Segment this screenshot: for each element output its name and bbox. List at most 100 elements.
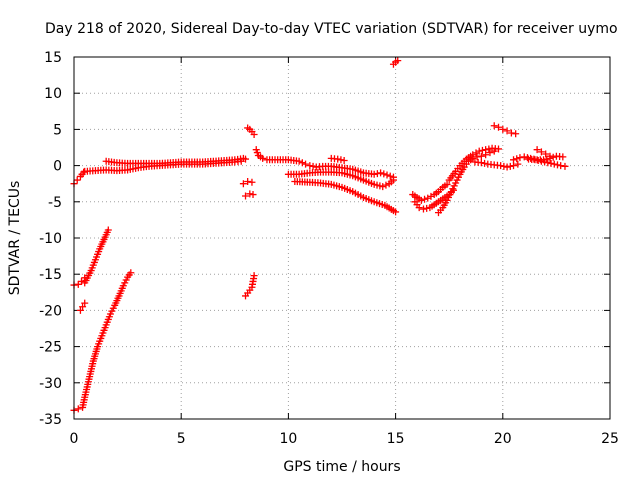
data-point <box>419 205 427 213</box>
data-point <box>531 156 539 164</box>
y-tick-label: 0 <box>53 159 62 175</box>
data-point <box>544 159 552 167</box>
data-point <box>340 157 348 165</box>
y-tick-label: -15 <box>39 267 62 283</box>
data-series-sat-q <box>409 180 451 204</box>
chart-title: Day 218 of 2020, Sidereal Day-to-day VTE… <box>45 21 618 37</box>
data-point <box>557 162 565 170</box>
data-series-sat-l <box>252 146 397 181</box>
data-point <box>415 204 423 212</box>
data-point <box>421 195 429 203</box>
data-point <box>309 162 317 170</box>
x-tick-label: 20 <box>494 431 512 447</box>
data-series-sat-n <box>291 178 400 216</box>
data-point <box>104 226 112 234</box>
data-point <box>497 162 505 170</box>
data-point <box>394 57 402 65</box>
data-series-sat-h <box>244 124 258 138</box>
data-point <box>248 178 256 186</box>
data-series-sat-b <box>76 299 89 314</box>
x-tick-label: 0 <box>70 431 79 447</box>
data-point <box>382 181 390 189</box>
y-tick-label: -5 <box>48 195 62 211</box>
data-point <box>513 155 521 163</box>
data-point <box>298 159 306 167</box>
data-point <box>477 152 485 160</box>
data-point <box>482 146 490 154</box>
data-point <box>495 123 503 131</box>
data-point <box>537 157 545 165</box>
data-point <box>475 147 483 155</box>
data-series-sat-v <box>490 122 520 138</box>
data-series-sat-c <box>81 226 112 287</box>
data-point <box>542 150 550 158</box>
data-series-sat-m <box>284 168 397 191</box>
data-series-sat-o <box>327 154 348 165</box>
data-point <box>478 146 486 154</box>
data-series-sat-i <box>239 178 256 188</box>
data-point <box>392 208 400 216</box>
y-tick-label: 5 <box>53 122 62 138</box>
data-point <box>334 155 342 163</box>
data-series-sat-u <box>471 158 522 171</box>
data-series-sat-w <box>510 152 567 164</box>
data-point <box>561 162 569 170</box>
data-point <box>386 172 394 180</box>
data-point <box>541 158 549 166</box>
data-point <box>546 152 554 160</box>
data-point <box>514 160 522 168</box>
data-point <box>242 192 250 200</box>
data-point <box>495 145 503 153</box>
y-tick-label: 10 <box>44 86 62 102</box>
data-point <box>239 180 247 188</box>
data-layer <box>70 57 569 414</box>
data-point <box>74 405 82 413</box>
data-point <box>485 145 493 153</box>
data-point <box>76 306 84 314</box>
data-point <box>73 176 81 184</box>
data-point <box>383 171 391 179</box>
data-point <box>302 160 310 168</box>
data-point <box>80 168 88 176</box>
data-point <box>512 130 520 138</box>
y-axis-label: SDTVAR / TECUs <box>7 181 23 296</box>
data-point <box>477 159 485 167</box>
data-point <box>127 269 135 277</box>
tick-layer: 0 5 10 15 20 25 -35 -30 -25 -20 -15 -10 -5 0 5 10 15 <box>39 50 619 447</box>
plot-frame <box>73 56 611 420</box>
data-point <box>370 170 378 178</box>
data-point <box>379 183 387 191</box>
data-series-sat-g <box>102 154 247 167</box>
data-point <box>547 159 555 167</box>
data-point <box>520 153 528 161</box>
data-point <box>486 149 494 157</box>
x-axis-label: GPS time / hours <box>283 459 400 475</box>
data-point <box>510 156 518 164</box>
data-point <box>507 129 515 137</box>
data-point <box>523 154 531 162</box>
data-point <box>503 127 511 135</box>
data-series-sat-y <box>533 146 554 160</box>
grid-layer <box>74 57 610 419</box>
x-tick-label: 25 <box>601 431 619 447</box>
data-point <box>550 160 558 168</box>
data-series-sat-p <box>389 57 402 68</box>
x-tick-label: 15 <box>387 431 405 447</box>
data-point <box>373 170 381 178</box>
data-point <box>443 180 451 188</box>
data-series-sat-j <box>242 190 257 200</box>
data-point <box>389 176 397 184</box>
data-series-sat-d <box>70 269 135 414</box>
data-point <box>516 154 524 162</box>
data-point <box>259 154 267 162</box>
data-point <box>78 277 86 285</box>
data-point <box>295 157 303 165</box>
data-point <box>417 196 425 204</box>
y-tick-label: -30 <box>39 376 62 392</box>
data-point <box>490 122 498 130</box>
x-tick-label: 10 <box>279 431 297 447</box>
data-point <box>81 299 89 307</box>
data-point <box>499 125 507 133</box>
